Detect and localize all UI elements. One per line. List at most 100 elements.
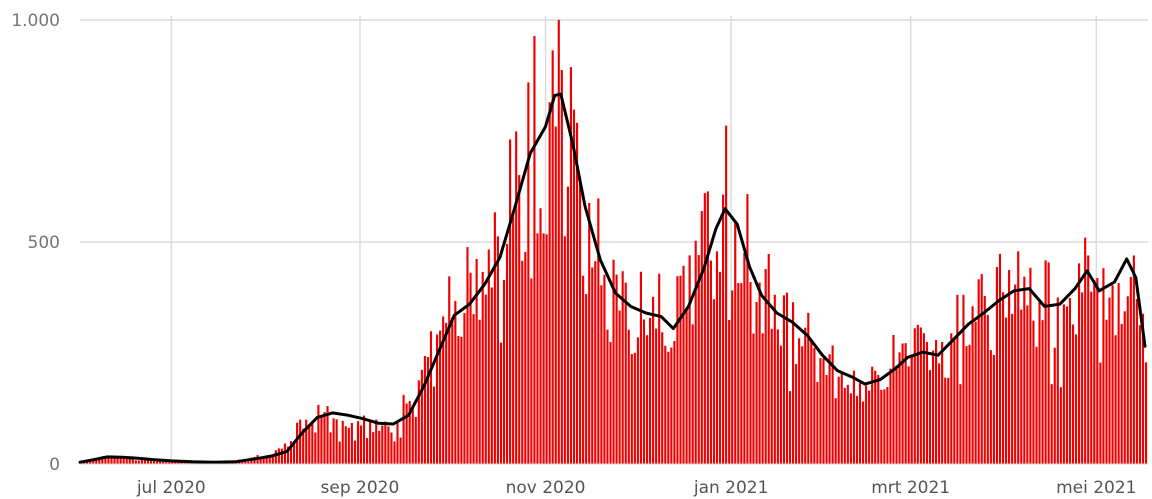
- daily-bar: [101, 456, 104, 464]
- daily-bar: [1062, 304, 1065, 464]
- daily-bar: [700, 211, 703, 464]
- daily-bar: [417, 380, 420, 464]
- daily-bar: [801, 346, 804, 464]
- daily-bar: [1111, 285, 1114, 464]
- daily-bar: [895, 365, 898, 464]
- daily-bar: [947, 377, 950, 464]
- daily-bar: [296, 422, 299, 464]
- daily-bar: [359, 425, 363, 464]
- daily-bar: [722, 194, 725, 464]
- daily-bar: [527, 82, 530, 464]
- daily-bar: [369, 421, 372, 464]
- daily-bar: [624, 282, 627, 464]
- daily-bar: [393, 441, 396, 464]
- daily-bar: [572, 109, 576, 465]
- daily-bar: [846, 384, 849, 464]
- daily-bar: [402, 394, 405, 464]
- daily-bar: [414, 416, 417, 464]
- daily-bar: [98, 459, 101, 464]
- daily-bar: [715, 251, 719, 464]
- daily-bar: [928, 370, 932, 464]
- daily-bar: [551, 50, 554, 464]
- daily-bar: [1105, 319, 1108, 464]
- daily-bar: [792, 302, 795, 464]
- daily-bar: [889, 368, 892, 464]
- daily-bar: [183, 462, 186, 464]
- daily-bar: [451, 317, 454, 464]
- daily-bar: [913, 328, 916, 464]
- x-tick-label: sep 2020: [321, 478, 400, 498]
- daily-bar: [868, 390, 871, 464]
- daily-bar: [335, 419, 338, 464]
- daily-bar: [496, 236, 499, 464]
- daily-bar: [493, 212, 496, 464]
- daily-bar: [1053, 347, 1056, 464]
- daily-bar: [1047, 262, 1050, 464]
- daily-bar: [268, 457, 271, 464]
- daily-bar: [439, 330, 442, 464]
- daily-bar: [530, 278, 533, 464]
- daily-bar: [95, 459, 98, 464]
- daily-bar: [113, 456, 116, 464]
- daily-bar: [959, 384, 962, 464]
- daily-bar: [831, 345, 834, 464]
- daily-bar: [697, 255, 700, 464]
- daily-bar: [116, 457, 119, 464]
- daily-bar: [149, 459, 153, 464]
- daily-bar: [685, 309, 688, 464]
- daily-bar: [381, 425, 384, 464]
- daily-bar: [1059, 387, 1062, 464]
- daily-bar: [110, 455, 113, 464]
- daily-bar: [265, 455, 268, 464]
- daily-bar: [989, 350, 992, 464]
- daily-bar: [825, 375, 828, 464]
- daily-bar: [566, 186, 569, 464]
- daily-bar: [977, 279, 980, 464]
- daily-bar: [594, 261, 597, 464]
- daily-bar: [740, 283, 743, 464]
- daily-bar: [140, 458, 143, 464]
- daily-bar: [490, 287, 493, 464]
- daily-bar: [606, 329, 609, 464]
- daily-bar: [688, 255, 691, 464]
- daily-bar: [314, 432, 317, 464]
- daily-bar: [372, 432, 375, 464]
- daily-bar: [944, 377, 947, 464]
- daily-bar: [1029, 267, 1032, 464]
- daily-bar: [776, 329, 779, 464]
- daily-bar: [436, 334, 439, 464]
- daily-bar: [1096, 278, 1099, 464]
- daily-bar: [159, 460, 162, 464]
- daily-bar: [582, 275, 585, 464]
- daily-bar: [1065, 306, 1068, 464]
- daily-bar: [645, 335, 649, 464]
- daily-bar: [995, 267, 998, 464]
- daily-bar: [259, 457, 262, 464]
- y-axis-ticks: 0 500 1.000: [11, 11, 60, 475]
- daily-bar: [588, 202, 591, 465]
- daily-bar: [362, 415, 366, 464]
- daily-bar: [247, 461, 250, 464]
- daily-bar: [998, 253, 1002, 464]
- x-tick-label: jul 2020: [136, 478, 206, 498]
- daily-bar: [423, 355, 426, 464]
- daily-bar: [956, 294, 959, 464]
- daily-bar: [980, 274, 983, 464]
- daily-bar: [1090, 291, 1093, 464]
- daily-bar: [858, 382, 862, 464]
- daily-bar: [609, 342, 612, 464]
- daily-bar: [487, 249, 490, 464]
- daily-bar: [621, 271, 624, 464]
- daily-bar: [122, 457, 125, 464]
- daily-bar: [524, 251, 527, 464]
- daily-bar: [457, 336, 460, 464]
- daily-bar: [143, 458, 147, 464]
- daily-bar: [396, 420, 399, 464]
- daily-bar: [515, 131, 518, 464]
- daily-bar: [667, 351, 670, 464]
- daily-bar: [761, 333, 764, 464]
- daily-bar: [804, 327, 807, 464]
- daily-bar: [1102, 268, 1105, 464]
- daily-bar: [746, 194, 749, 464]
